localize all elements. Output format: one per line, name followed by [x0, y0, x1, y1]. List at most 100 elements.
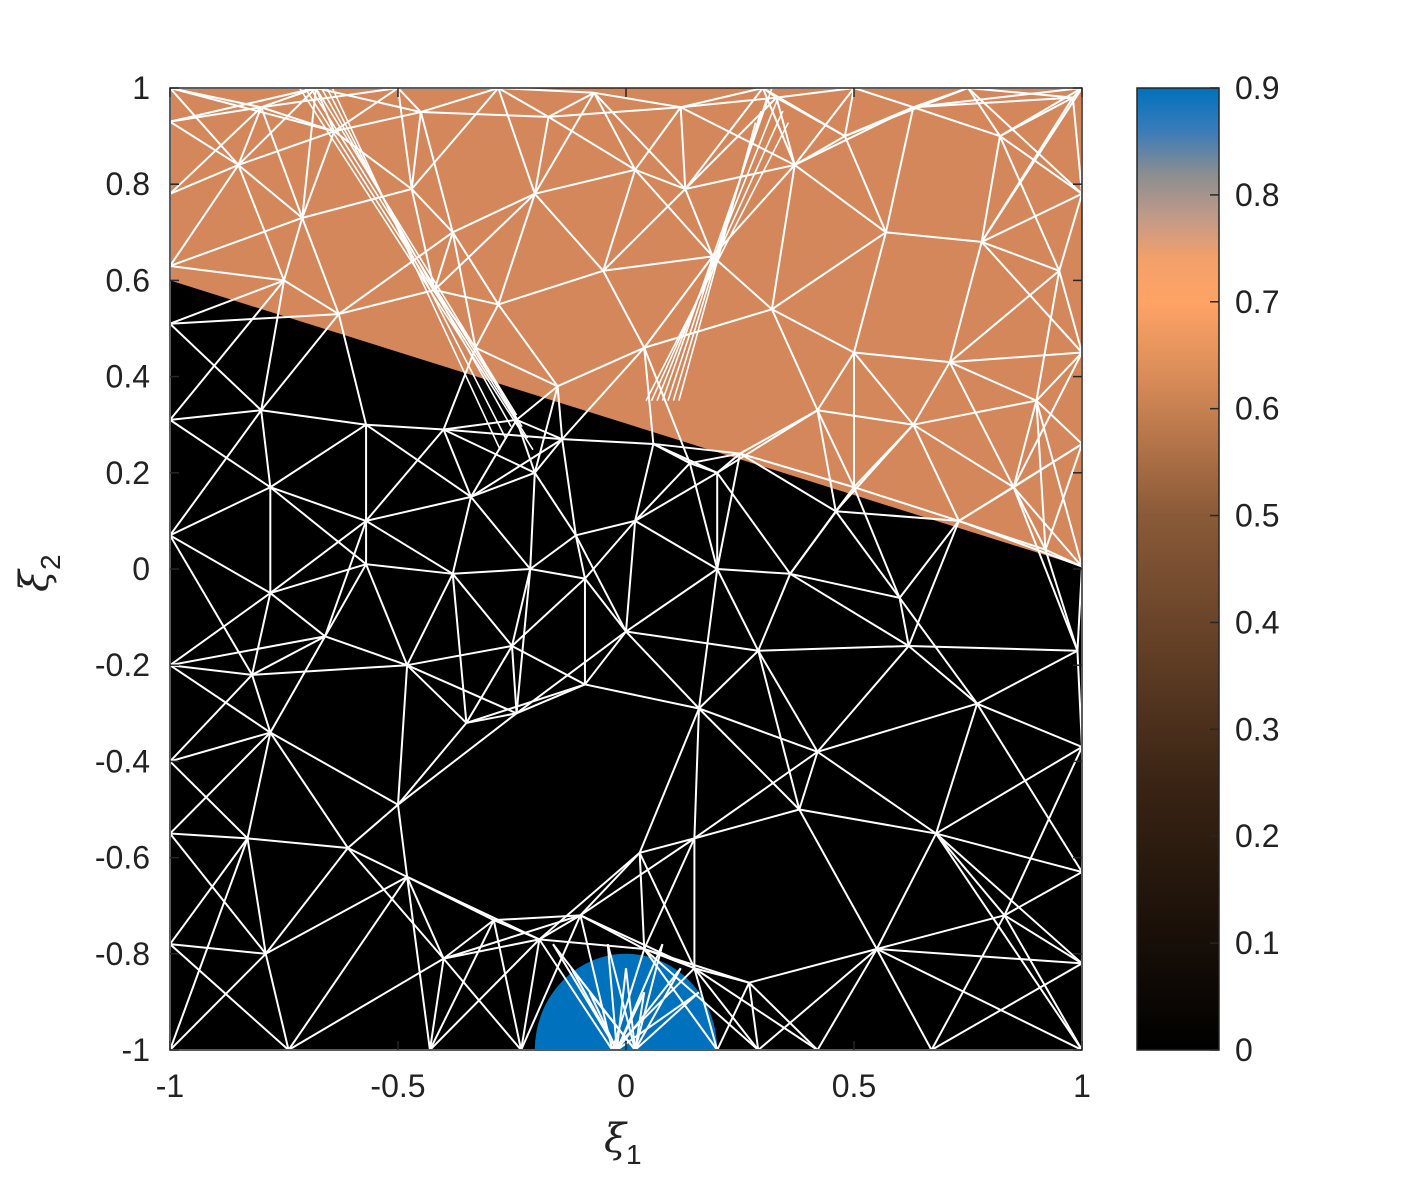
- mesh-edge-219: [898, 520, 960, 599]
- mesh-edge-362: [170, 120, 239, 166]
- mesh-edge-417: [420, 111, 549, 118]
- mesh-edge-189: [908, 644, 1078, 652]
- y-tick-label-8: 0.6: [106, 262, 150, 298]
- triangle-mesh: [170, 88, 1082, 1050]
- mesh-edge-262: [835, 510, 959, 522]
- mesh-edge-91: [347, 847, 408, 878]
- mesh-edge-78: [1003, 871, 1082, 917]
- mesh-edge-179: [625, 520, 637, 632]
- mesh-edge-394: [980, 135, 1001, 243]
- mesh-edge-286: [739, 409, 819, 455]
- mesh-edge-358: [170, 164, 239, 195]
- mesh-edge-131: [511, 645, 518, 714]
- mesh-edge-169: [365, 563, 409, 666]
- mesh-edge-147: [908, 645, 978, 705]
- mesh-edge-57: [442, 919, 495, 960]
- mesh-edge-134: [515, 630, 627, 715]
- mesh-edge-153: [935, 746, 1082, 835]
- mesh-edge-6: [264, 953, 290, 1050]
- mesh-edge-159: [170, 635, 326, 667]
- mesh-edge-165: [324, 635, 408, 667]
- mesh-edge-236: [365, 495, 472, 522]
- mesh-edge-348: [410, 188, 436, 291]
- mesh-edge-142: [698, 707, 818, 753]
- mesh-edge-325: [912, 361, 951, 426]
- mesh-edge-109: [798, 809, 878, 950]
- mesh-edge-424: [680, 96, 777, 109]
- y-tick-label-10: 1: [132, 70, 150, 106]
- mesh-edge-195: [170, 534, 253, 676]
- mesh-edge-107: [799, 808, 937, 835]
- mesh-edge-75: [875, 833, 937, 950]
- mesh-edge-432: [762, 88, 846, 137]
- mesh-edge-155: [1003, 746, 1082, 916]
- mesh-edge-63: [539, 938, 645, 950]
- mesh-edge-303: [497, 303, 559, 387]
- colorbar-frame: [1136, 87, 1220, 1051]
- mesh-edge-283: [470, 438, 563, 498]
- mesh-edge-77: [757, 948, 878, 1050]
- mesh-edge-135: [515, 568, 532, 714]
- mesh-edge-162: [252, 664, 408, 676]
- mesh-edge-451: [410, 88, 500, 190]
- mesh-edge-69: [579, 837, 695, 917]
- mesh-edge-194: [170, 409, 263, 536]
- mesh-edge-18: [442, 957, 522, 1050]
- x-tick-label-0: -1: [156, 1068, 184, 1104]
- mesh-edge-335: [1058, 270, 1082, 353]
- mesh-edge-397: [949, 270, 1060, 363]
- y-axis-label: ξ2: [12, 554, 66, 592]
- mesh-edge-267: [170, 313, 339, 325]
- mesh-edge-221: [853, 486, 901, 599]
- mesh-edge-2: [170, 953, 267, 1050]
- mesh-edge-302: [557, 346, 645, 388]
- mesh-edge-310: [684, 188, 714, 257]
- mesh-edge-373: [452, 192, 536, 234]
- mesh-edge-175: [584, 578, 627, 633]
- mesh-fan-15: [634, 943, 664, 1050]
- mesh-edge-326: [949, 361, 1037, 402]
- mesh-edge-132: [516, 683, 586, 715]
- mesh-edge-191: [170, 486, 271, 537]
- mesh-fan-13: [625, 968, 637, 1050]
- mesh-edge-115: [976, 703, 1082, 873]
- mesh-edge-80: [935, 832, 1006, 916]
- mesh-edge-398: [999, 135, 1061, 272]
- x-tick-label-4: 1: [1073, 1068, 1091, 1104]
- mesh-edge-139: [584, 683, 700, 710]
- mesh-edge-416: [497, 88, 549, 118]
- y-tick-label-1: -0.8: [95, 936, 150, 972]
- mesh-edge-151: [817, 702, 978, 753]
- mesh-edge-281: [556, 386, 564, 440]
- mesh-edge-35: [643, 948, 759, 1050]
- mesh-edge-17: [520, 939, 541, 1050]
- mesh-edge-180: [757, 573, 792, 652]
- mesh-edge-36: [748, 981, 819, 1050]
- mesh-edge-157: [170, 592, 271, 667]
- mesh-edge-264: [170, 279, 285, 325]
- mesh-edge-306: [602, 169, 637, 272]
- mesh-edge-54: [246, 838, 267, 954]
- colorbar-tick-label-7: 0.7: [1235, 284, 1279, 320]
- y-tick-label-9: 0.8: [106, 166, 150, 202]
- mesh-edge-284: [653, 442, 741, 455]
- colorbar-tick-label-5: 0.5: [1235, 498, 1279, 534]
- mesh-edge-113: [935, 832, 1082, 873]
- mesh-edge-166: [324, 520, 368, 637]
- mesh-edge-101: [638, 708, 700, 854]
- mesh-edge-82: [935, 832, 1082, 965]
- mesh-edge-361: [237, 106, 263, 166]
- mesh-edge-223: [1012, 486, 1082, 568]
- mesh-edge-371: [333, 130, 413, 190]
- mesh-edge-220: [834, 510, 901, 599]
- mesh-edge-399: [1071, 97, 1082, 194]
- mesh-edge-99: [639, 837, 695, 854]
- mesh-edge-120: [269, 635, 326, 734]
- mesh-edge-297: [338, 231, 454, 315]
- mesh-edge-314: [711, 164, 796, 258]
- mesh-edge-411: [333, 111, 422, 133]
- mesh-edge-88: [247, 837, 348, 849]
- mesh-edge-168: [406, 644, 513, 667]
- mesh-edge-350: [451, 231, 500, 305]
- mesh-edge-420: [498, 88, 595, 94]
